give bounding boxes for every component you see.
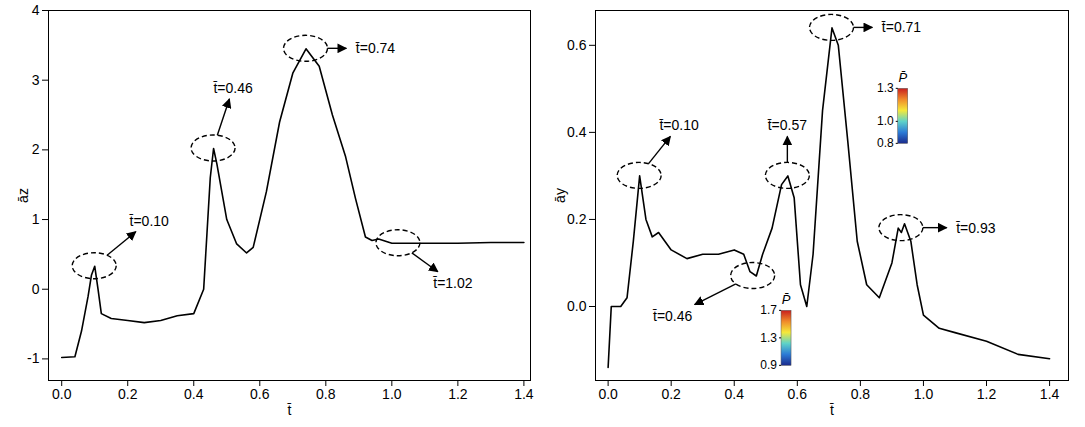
- svg-text:t̄: t̄: [830, 402, 834, 418]
- svg-text:1.4: 1.4: [1040, 386, 1060, 402]
- svg-text:āz: āz: [15, 188, 31, 203]
- svg-text:1.0: 1.0: [382, 386, 402, 402]
- svg-text:2: 2: [32, 141, 40, 157]
- svg-text:t̄=0.10: t̄=0.10: [129, 213, 169, 229]
- svg-text:0.8: 0.8: [877, 136, 894, 150]
- svg-text:1.7: 1.7: [760, 303, 777, 317]
- svg-text:t̄: t̄: [287, 402, 291, 418]
- svg-text:1.2: 1.2: [977, 386, 997, 402]
- svg-text:t̄=0.46: t̄=0.46: [213, 80, 253, 96]
- svg-text:0.4: 0.4: [567, 124, 587, 140]
- svg-text:0.2: 0.2: [118, 386, 138, 402]
- svg-text:4: 4: [32, 2, 40, 18]
- svg-text:1.3: 1.3: [760, 331, 777, 345]
- svg-text:0.6: 0.6: [250, 386, 270, 402]
- svg-text:0.0: 0.0: [598, 386, 618, 402]
- svg-text:1.2: 1.2: [448, 386, 468, 402]
- svg-text:0.0: 0.0: [52, 386, 72, 402]
- svg-text:0.4: 0.4: [184, 386, 204, 402]
- svg-text:-1: -1: [27, 350, 40, 366]
- svg-text:1.4: 1.4: [514, 386, 534, 402]
- svg-text:āy: āy: [552, 188, 568, 203]
- svg-text:0.6: 0.6: [567, 37, 587, 53]
- svg-text:t̄=0.46: t̄=0.46: [653, 308, 693, 324]
- svg-text:t̄=0.71: t̄=0.71: [882, 19, 922, 35]
- svg-text:0.9: 0.9: [760, 358, 777, 372]
- svg-text:0.4: 0.4: [725, 386, 745, 402]
- svg-text:P̄: P̄: [782, 292, 791, 307]
- svg-text:t̄=0.57: t̄=0.57: [767, 117, 807, 133]
- svg-text:0.0: 0.0: [567, 298, 587, 314]
- svg-text:t̄=0.10: t̄=0.10: [659, 117, 699, 133]
- svg-text:1.0: 1.0: [914, 386, 934, 402]
- svg-text:0.2: 0.2: [567, 211, 587, 227]
- svg-text:1: 1: [32, 211, 40, 227]
- svg-text:t̄=1.02: t̄=1.02: [433, 275, 473, 291]
- svg-text:0.6: 0.6: [788, 386, 808, 402]
- svg-text:1.3: 1.3: [877, 81, 894, 95]
- svg-text:0.8: 0.8: [316, 386, 336, 402]
- svg-text:P̄: P̄: [898, 70, 907, 85]
- svg-text:0.2: 0.2: [661, 386, 681, 402]
- svg-text:3: 3: [32, 72, 40, 88]
- svg-text:1.0: 1.0: [877, 114, 894, 128]
- svg-text:t̄=0.74: t̄=0.74: [356, 40, 396, 56]
- svg-text:t̄=0.93: t̄=0.93: [956, 220, 996, 236]
- svg-text:0.8: 0.8: [851, 386, 871, 402]
- svg-text:0: 0: [32, 281, 40, 297]
